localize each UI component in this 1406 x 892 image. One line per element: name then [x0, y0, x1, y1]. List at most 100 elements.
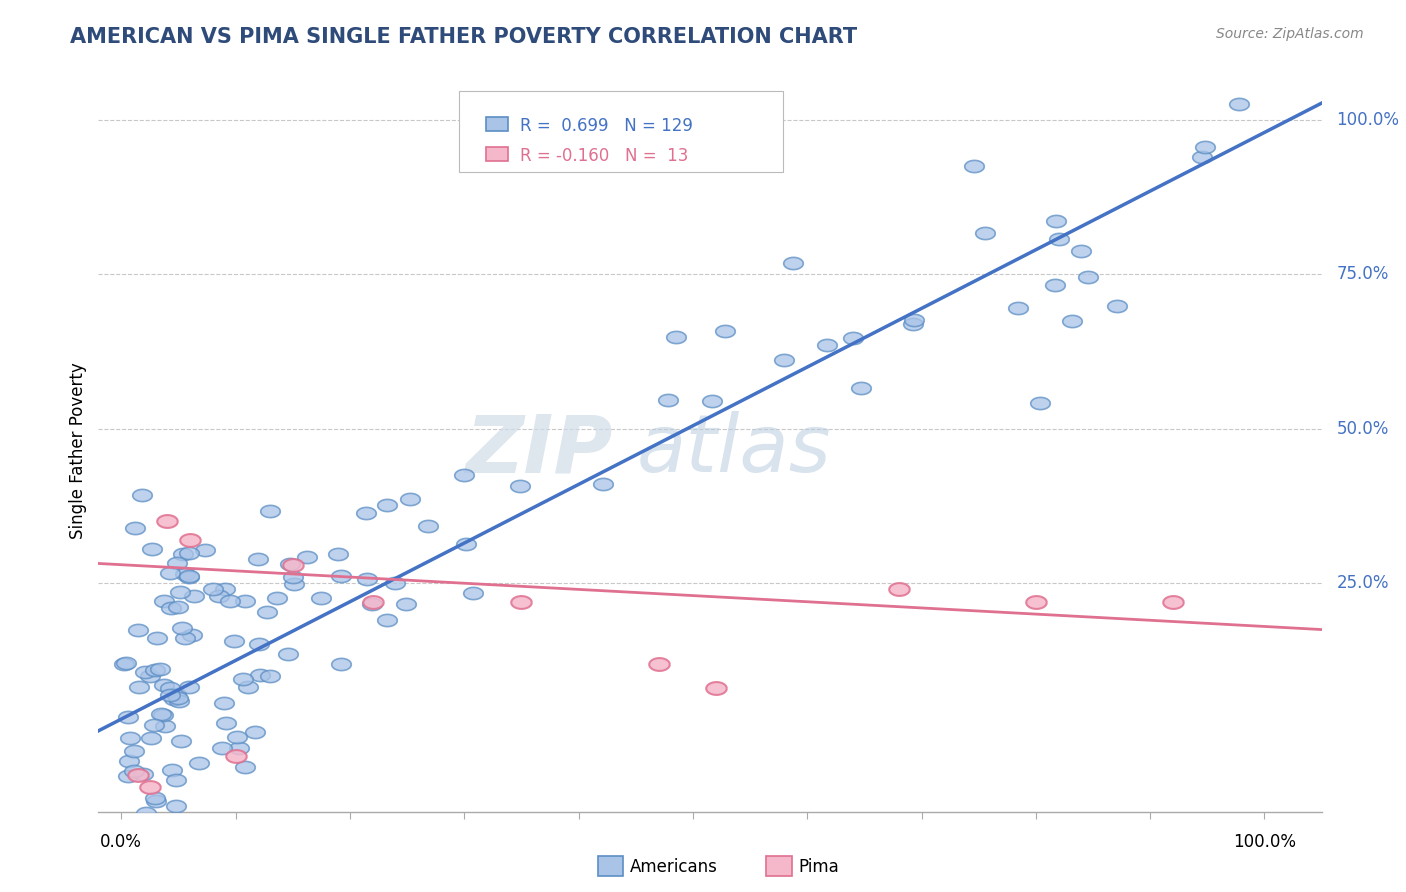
Point: [962, 160, 984, 174]
Point: [135, 805, 157, 820]
Point: [1191, 150, 1213, 164]
Point: [509, 479, 531, 493]
Point: [145, 794, 167, 808]
Point: [127, 767, 149, 781]
Point: [361, 595, 384, 609]
Point: [173, 566, 195, 581]
Point: [172, 621, 194, 635]
Point: [212, 697, 235, 711]
Text: 100.0%: 100.0%: [1336, 112, 1399, 129]
Point: [112, 657, 135, 672]
Point: [202, 582, 225, 596]
Point: [177, 546, 200, 560]
Point: [146, 632, 169, 646]
Point: [139, 669, 162, 683]
Point: [375, 498, 398, 512]
Point: [456, 537, 478, 551]
Point: [177, 680, 200, 694]
Point: [842, 330, 865, 344]
Point: [283, 576, 305, 591]
Text: Americans: Americans: [630, 858, 718, 876]
Point: [1045, 214, 1067, 228]
Point: [124, 521, 146, 535]
Point: [117, 769, 139, 783]
Point: [714, 324, 737, 338]
Point: [461, 586, 484, 600]
Point: [1125, 62, 1147, 77]
Point: [120, 731, 142, 746]
Point: [295, 550, 318, 565]
Text: atlas: atlas: [637, 411, 831, 490]
Point: [657, 392, 679, 407]
Point: [815, 338, 838, 352]
Point: [160, 601, 183, 615]
Point: [1161, 595, 1184, 609]
Point: [150, 707, 173, 722]
Point: [159, 681, 181, 696]
Point: [159, 566, 181, 580]
Point: [117, 754, 139, 768]
Point: [329, 657, 352, 671]
Point: [194, 543, 217, 558]
Point: [1077, 270, 1099, 285]
Point: [219, 594, 242, 608]
Text: 0.0%: 0.0%: [100, 833, 142, 851]
Text: AMERICAN VS PIMA SINGLE FATHER POVERTY CORRELATION CHART: AMERICAN VS PIMA SINGLE FATHER POVERTY C…: [70, 27, 858, 46]
Point: [326, 547, 349, 561]
Text: Pima: Pima: [799, 858, 839, 876]
Point: [179, 533, 201, 547]
Point: [647, 657, 669, 671]
Point: [165, 687, 187, 701]
Point: [1025, 595, 1047, 609]
Point: [356, 572, 378, 586]
Point: [281, 570, 304, 584]
Point: [143, 790, 166, 805]
Point: [375, 613, 398, 627]
Point: [112, 827, 135, 841]
Point: [179, 569, 201, 583]
Point: [233, 593, 256, 607]
Point: [903, 318, 925, 332]
FancyBboxPatch shape: [486, 117, 508, 131]
Point: [399, 492, 422, 507]
Point: [131, 488, 153, 502]
Point: [115, 656, 138, 670]
Text: ZIP: ZIP: [465, 411, 612, 490]
Point: [232, 672, 254, 686]
Point: [166, 600, 188, 615]
Point: [193, 831, 215, 846]
Point: [1107, 300, 1129, 314]
Text: 100.0%: 100.0%: [1233, 833, 1296, 851]
Text: Source: ZipAtlas.com: Source: ZipAtlas.com: [1216, 27, 1364, 41]
Point: [416, 519, 439, 533]
FancyBboxPatch shape: [460, 91, 783, 172]
Point: [281, 558, 304, 572]
Point: [211, 740, 233, 755]
Point: [169, 585, 191, 599]
Point: [159, 689, 181, 703]
Point: [772, 353, 794, 368]
Point: [165, 772, 187, 787]
Point: [132, 767, 155, 781]
Point: [149, 662, 172, 676]
Point: [128, 681, 150, 695]
Point: [665, 329, 688, 343]
Point: [782, 256, 804, 270]
Point: [143, 664, 166, 678]
Text: 50.0%: 50.0%: [1336, 420, 1389, 438]
Point: [361, 597, 384, 611]
Point: [183, 589, 205, 603]
Point: [1060, 313, 1083, 327]
Point: [215, 716, 238, 731]
Text: R =  0.699   N = 129: R = 0.699 N = 129: [520, 117, 693, 135]
Point: [163, 692, 186, 706]
Point: [177, 569, 200, 583]
Point: [247, 637, 270, 651]
Point: [238, 680, 260, 694]
Point: [243, 724, 266, 739]
Point: [277, 647, 299, 661]
Point: [208, 589, 231, 603]
Point: [224, 634, 246, 648]
Text: R = -0.160   N =  13: R = -0.160 N = 13: [520, 147, 689, 165]
Point: [887, 582, 910, 597]
